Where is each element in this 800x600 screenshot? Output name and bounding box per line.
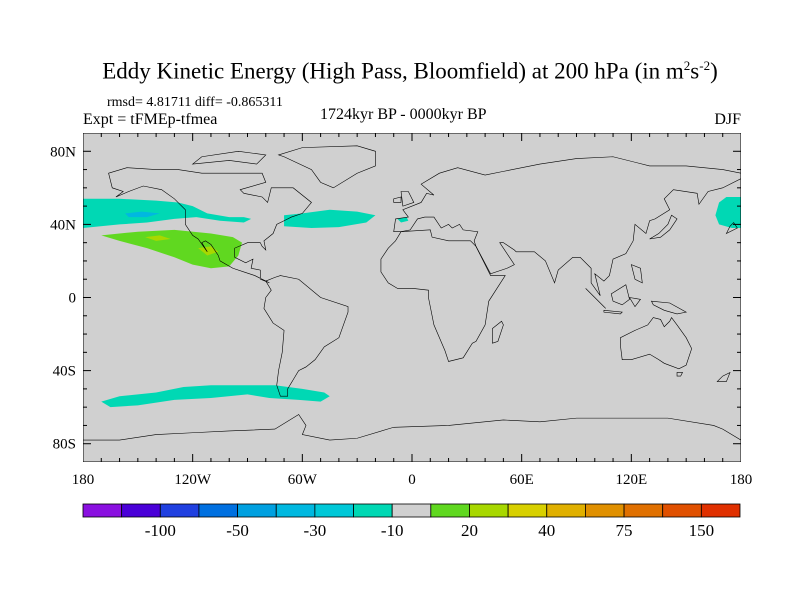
colorbar-label: -50: [226, 521, 249, 540]
contour-blue-patch: [125, 211, 160, 218]
contour-teal-southern-ocean: [101, 385, 330, 408]
lat-tick-label: 40S: [53, 364, 76, 380]
coast-japan: [650, 215, 677, 239]
coast-africa: [381, 230, 505, 362]
coastlines: [83, 146, 741, 440]
colorbar-box: [662, 503, 702, 518]
lon-tick-label: 180: [72, 472, 95, 488]
contour-teal-west-pacific: [715, 196, 741, 229]
colorbar-box: [700, 503, 741, 518]
title-sup: 2: [683, 58, 691, 73]
colorbar-box: [121, 503, 161, 518]
lon-tick-label: 120E: [615, 472, 647, 488]
stats-label: rmsd= 4.81711 diff= -0.865311: [107, 95, 283, 110]
colorbar-box: [314, 503, 354, 518]
lat-tick-label: 80S: [53, 437, 76, 453]
lon-tick-label: 60E: [510, 472, 534, 488]
coast-arctic-islands: [193, 151, 266, 164]
colorbar-label: 150: [689, 521, 715, 540]
lat-tick-label: 0: [69, 291, 77, 307]
season-label: DJF: [714, 111, 741, 128]
contour-yellow-patch-1: [145, 235, 171, 241]
coast-antarctica: [83, 414, 741, 440]
lat-tick-label: 80N: [50, 144, 76, 160]
coast-madagascar: [492, 321, 503, 343]
experiment-label: Expt = tFMEp-tfmea: [83, 111, 218, 128]
coast-greenland: [279, 146, 376, 188]
contour-fills: [83, 196, 741, 408]
colorbar-box: [82, 503, 123, 518]
contour-green-subtropical: [101, 229, 243, 269]
colorbar-box: [546, 503, 586, 518]
title-text-unit: s: [690, 58, 700, 84]
colorbar-box: [391, 503, 432, 518]
map-background: [83, 133, 741, 462]
colorbar-box: [159, 503, 200, 518]
map-panel: [83, 133, 741, 462]
coast-british-isles: [394, 191, 414, 206]
coast-south-america: [264, 276, 348, 397]
lon-tick-label: 0: [408, 472, 416, 488]
colorbar-box: [585, 503, 625, 518]
colorbar-label: 20: [461, 521, 478, 540]
title-text-end: ): [710, 58, 718, 84]
colorbar-box: [275, 503, 316, 518]
colorbar-box: [507, 503, 548, 518]
plot-title: Eddy Kinetic Energy (High Pass, Bloomfie…: [0, 58, 800, 85]
coast-australia: [620, 318, 691, 376]
colorbar-box: [198, 503, 238, 518]
lon-tick-label: 120W: [174, 472, 212, 488]
coast-new-zealand: [717, 223, 737, 382]
colorbar-box: [353, 503, 393, 518]
period-label: 1724kyr BP - 0000kyr BP: [320, 106, 487, 123]
coast-north-america: [109, 168, 312, 283]
colorbar-label: -100: [145, 521, 176, 540]
contour-teal-north-atlantic: [284, 209, 376, 229]
title-text: Eddy Kinetic Energy (High Pass, Bloomfie…: [102, 58, 684, 84]
lon-tick-label: 180: [730, 472, 753, 488]
coast-eurasia: [394, 157, 741, 296]
colorbar-label: 40: [538, 521, 555, 540]
colorbar-label: -10: [381, 521, 404, 540]
lat-tick-label: 40N: [50, 217, 76, 233]
colorbar-label: 75: [616, 521, 633, 540]
colorbar-box: [430, 503, 470, 518]
colorbar-label: -30: [304, 521, 327, 540]
colorbar-box: [237, 503, 277, 518]
lon-tick-label: 60W: [288, 472, 318, 488]
colorbar-box: [623, 503, 664, 518]
contour-yellow-patch-2: [198, 246, 219, 256]
contour-teal-north-pacific: [83, 198, 252, 229]
title-sup: -2: [699, 58, 711, 73]
colorbar-box: [469, 503, 509, 518]
